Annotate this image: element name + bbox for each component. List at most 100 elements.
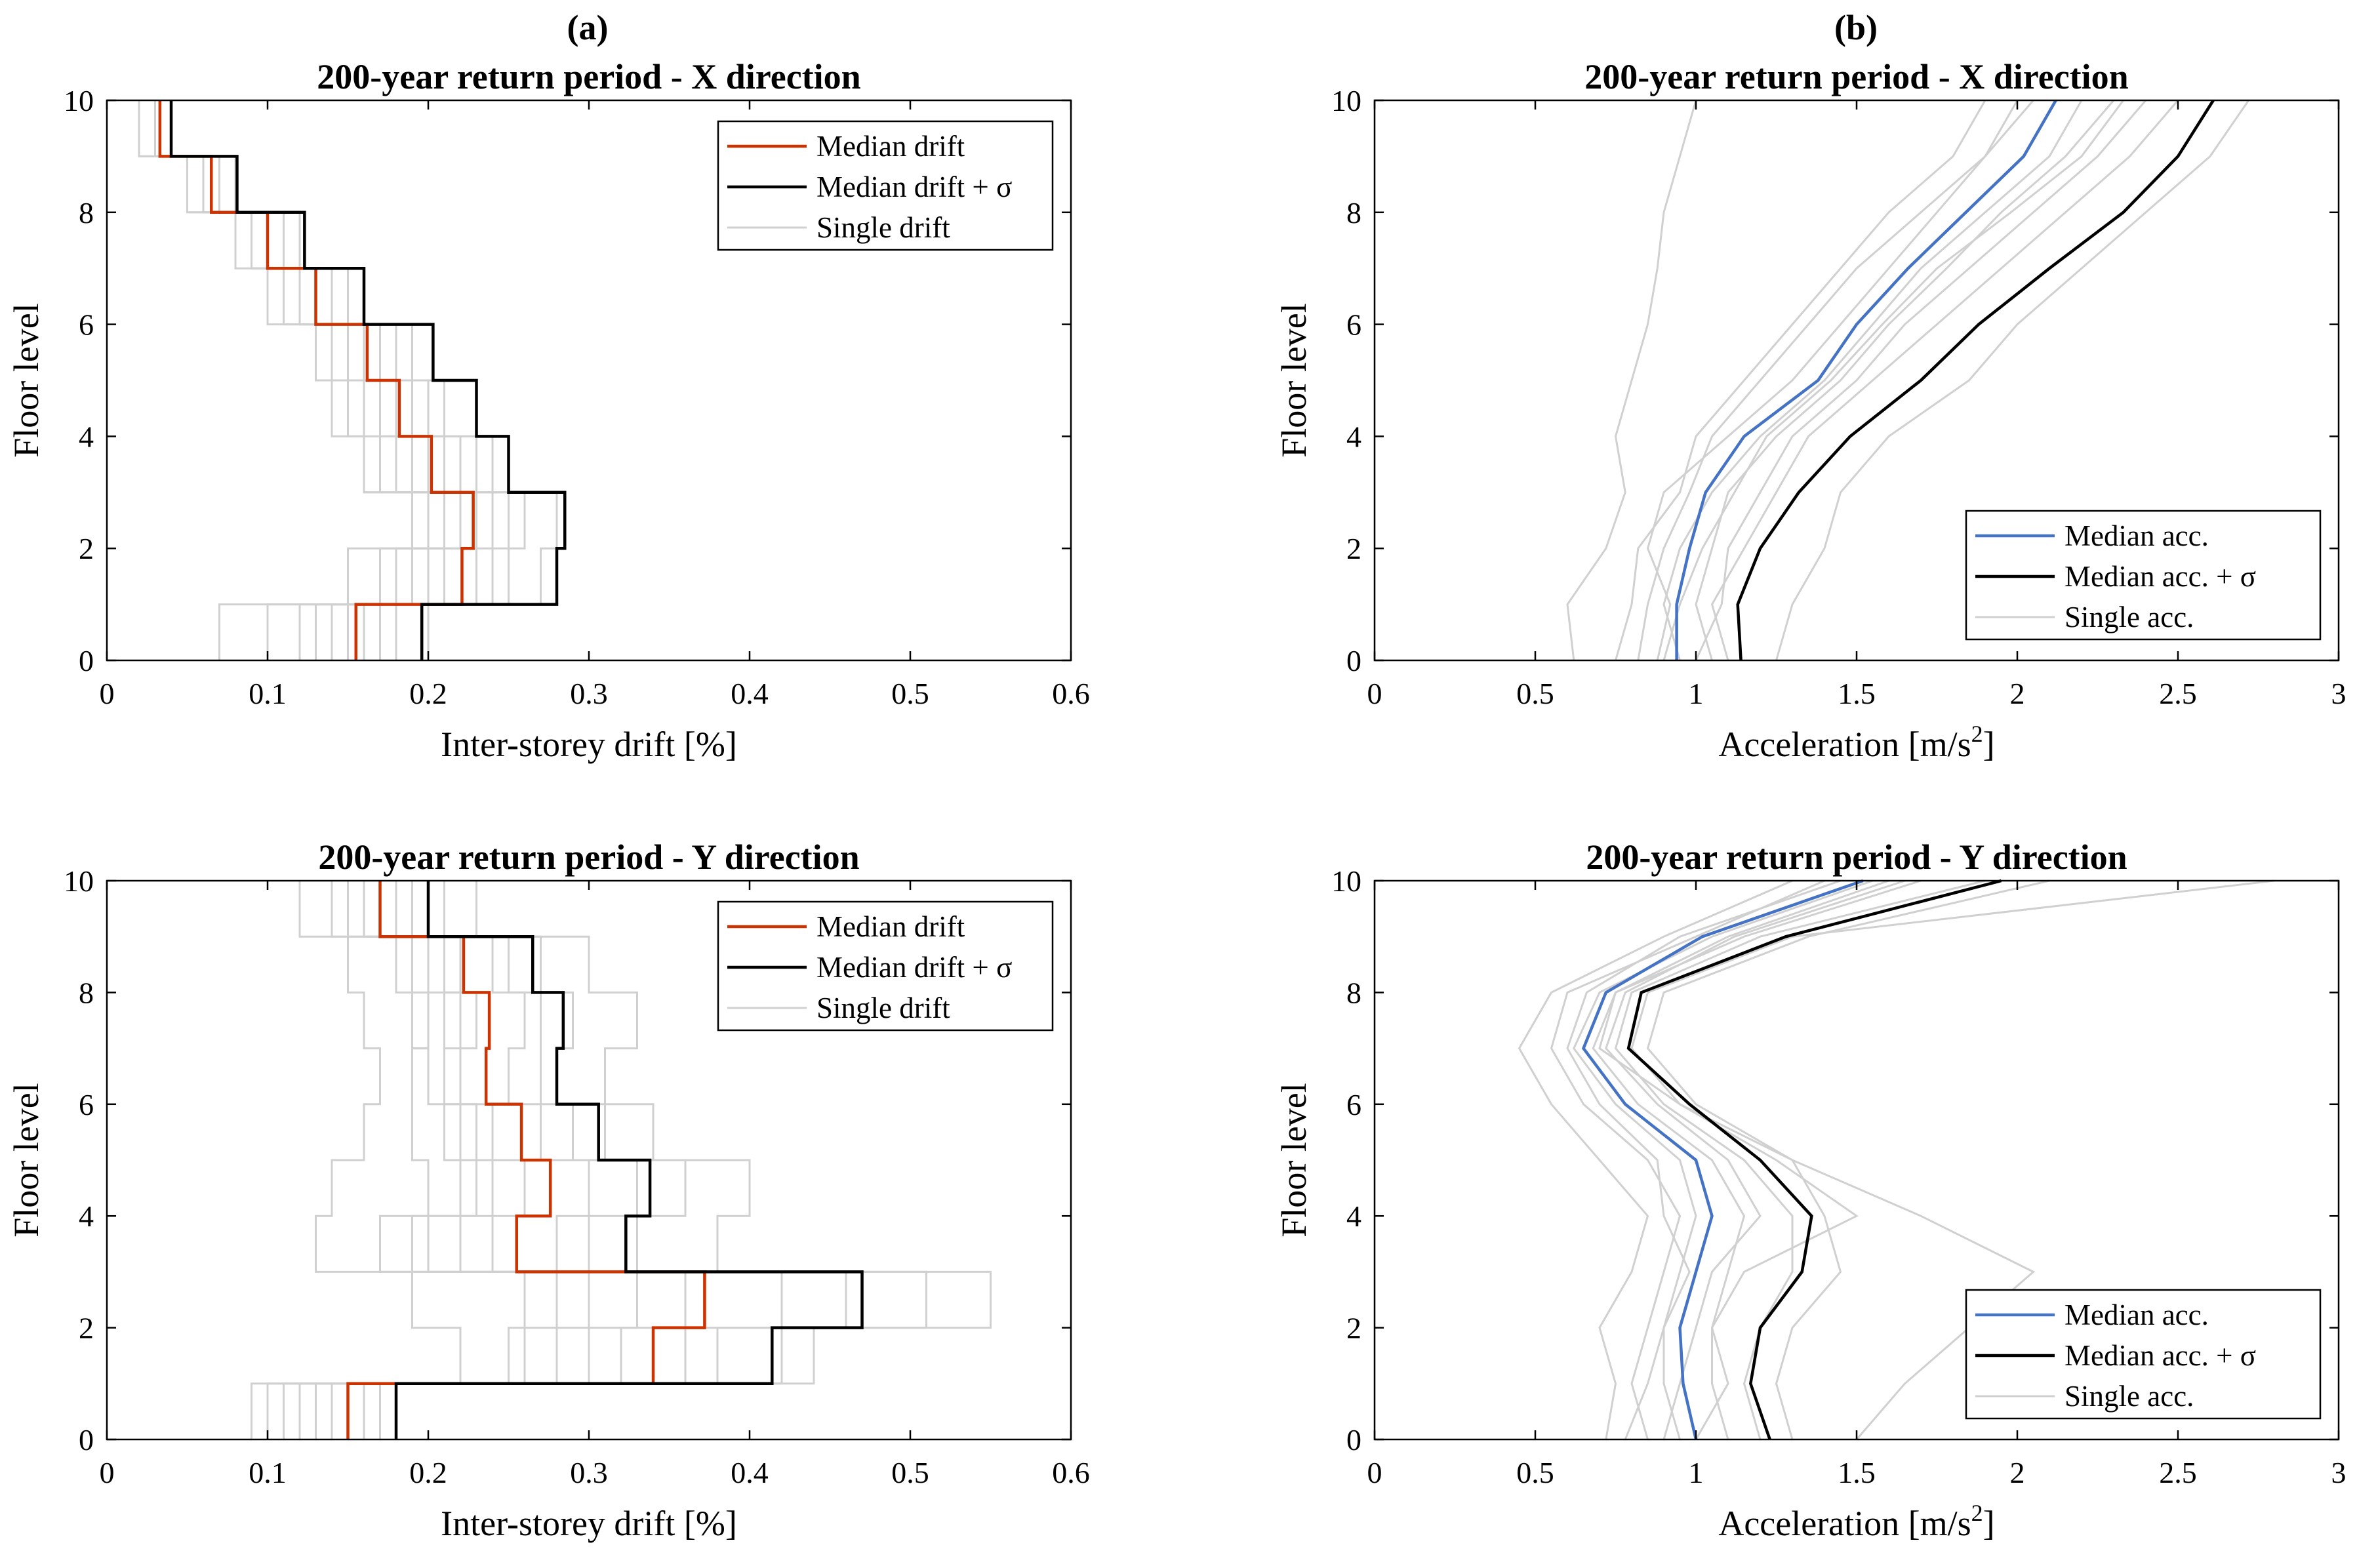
- y-tick-label: 0: [79, 1423, 94, 1457]
- x-tick-label: 0.2: [409, 1456, 447, 1489]
- x-tick-label: 2: [2010, 677, 2025, 710]
- legend: Median drift Median drift + σ Single drift: [717, 120, 1054, 251]
- y-axis-label: Floor level: [1274, 303, 1314, 457]
- x-axis-label: Inter-storey drift [%]: [441, 1504, 737, 1543]
- single-run-line-9: [1592, 879, 1889, 1440]
- x-tick-label: 0: [1367, 1456, 1382, 1489]
- legend-entry-label: Median drift + σ: [816, 171, 1012, 203]
- x-tick-label: 2.5: [2159, 1456, 2197, 1489]
- x-tick-label: 3: [2331, 677, 2347, 710]
- legend-entry-label: Median drift: [816, 130, 965, 163]
- panel-label-a: (a): [567, 8, 609, 47]
- legend-entry-label: Median drift: [816, 910, 965, 943]
- x-tick-label: 0: [1367, 677, 1382, 710]
- single-run-line-2: [298, 881, 590, 1439]
- single-run-line-8: [1646, 879, 2050, 1440]
- series-line-median-plus-sigma: [169, 100, 567, 660]
- x-tick-label: 0.2: [409, 677, 447, 710]
- drift-y-chart: 0 0.1 0.2 0.3 0.4 0.5 0.6 0 2 4 6 8 10 200-year retur…: [7, 837, 1090, 1543]
- panel-label-b: (b): [1834, 8, 1878, 47]
- x-tick-label: 0.4: [731, 1456, 769, 1489]
- chart-title: 200-year return period - Y direction: [318, 837, 859, 877]
- x-tick-label: 0.1: [249, 1456, 287, 1489]
- y-tick-label: 10: [1331, 84, 1361, 117]
- single-run-line-3: [1550, 879, 1825, 1440]
- single-run-line-2: [1637, 100, 2034, 661]
- y-tick-label: 4: [1346, 1199, 1361, 1233]
- y-tick-label: 4: [79, 420, 94, 453]
- y-axis-label: Floor level: [7, 1083, 46, 1237]
- single-run-line-9: [1695, 100, 2147, 661]
- single-run-line-1: [1518, 879, 1793, 1440]
- y-tick-label: 8: [79, 976, 94, 1009]
- y-tick-label: 10: [64, 864, 94, 898]
- y-tick-label: 6: [1346, 308, 1361, 342]
- single-run-line-4: [1614, 879, 1986, 1440]
- legend: Median acc. Median acc. + σ Single acc.: [1965, 1289, 2322, 1420]
- x-tick-label: 1: [1689, 677, 1704, 710]
- single-run-line-6: [266, 881, 526, 1439]
- x-tick-label: 2.5: [2159, 677, 2197, 710]
- y-tick-label: 0: [1346, 644, 1361, 677]
- x-tick-label: 3: [2331, 1456, 2347, 1489]
- legend-entry-label: Median acc.: [2065, 1298, 2209, 1331]
- legend-entry-label: Median drift + σ: [816, 951, 1012, 984]
- series-line-median-plus-sigma: [394, 881, 864, 1439]
- single-run-line-10: [283, 881, 558, 1439]
- single-run-line-7: [1566, 879, 1841, 1440]
- single-run-line-10: [1605, 879, 1905, 1440]
- legend-entry-label: Median acc. + σ: [2065, 560, 2256, 593]
- y-tick-label: 2: [79, 1312, 94, 1345]
- y-tick-label: 10: [64, 84, 94, 117]
- y-tick-label: 6: [79, 308, 94, 342]
- legend-entry-label: Single drift: [816, 211, 950, 244]
- acceleration-x-chart: 0 0.5 1 1.5 2 2.5 3 0 2 4 6 8 10 200-year return peri…: [1274, 57, 2347, 764]
- single-run-line-1: [251, 881, 462, 1439]
- single-run-line-5: [1775, 100, 2250, 661]
- x-tick-label: 0.5: [891, 677, 929, 710]
- x-axis-label: Acceleration [m/s2]: [1718, 721, 1994, 764]
- x-tick-label: 2: [2010, 1456, 2025, 1489]
- single-run-line-6: [1646, 100, 2019, 661]
- single-run-line-6: [138, 100, 413, 660]
- series-line-median-plus-sigma: [1736, 99, 2215, 661]
- single-run-line-8: [315, 881, 638, 1439]
- single-run-line-10: [1662, 100, 2124, 661]
- chart-title: 200-year return period - X direction: [317, 57, 860, 96]
- single-run-line-6: [1598, 879, 1922, 1440]
- x-tick-label: 0: [100, 1456, 115, 1489]
- x-tick-label: 0.3: [570, 677, 608, 710]
- x-tick-label: 1.5: [1838, 1456, 1876, 1489]
- y-tick-label: 2: [1346, 1312, 1361, 1345]
- x-tick-label: 0.6: [1052, 1456, 1090, 1489]
- series-line-median: [346, 881, 706, 1439]
- chart-title: 200-year return period - X direction: [1584, 57, 2128, 96]
- y-tick-label: 6: [79, 1088, 94, 1121]
- y-tick-label: 0: [79, 644, 94, 677]
- y-tick-label: 6: [1346, 1088, 1361, 1121]
- drift-x-chart: 0 0.1 0.2 0.3 0.4 0.5 0.6 0 2 4 6 8 10 200-year retur…: [7, 57, 1090, 764]
- y-tick-label: 2: [1346, 532, 1361, 565]
- y-tick-label: 0: [1346, 1423, 1361, 1457]
- y-tick-label: 10: [1331, 864, 1361, 898]
- y-tick-label: 2: [79, 532, 94, 565]
- legend: Median acc. Median acc. + σ Single acc.: [1965, 510, 2322, 641]
- y-tick-label: 4: [79, 1199, 94, 1233]
- x-tick-label: 0.1: [249, 677, 287, 710]
- x-tick-label: 1.5: [1838, 677, 1876, 710]
- legend-entry-label: Single acc.: [2065, 1380, 2194, 1413]
- single-run-line-3: [1695, 100, 2115, 661]
- x-tick-label: 0.5: [1516, 1456, 1554, 1489]
- single-run-line-4: [1662, 100, 2083, 661]
- legend-entry-label: Single drift: [816, 992, 950, 1024]
- x-tick-label: 1: [1689, 1456, 1704, 1489]
- single-run-line-7: [1710, 100, 2179, 661]
- single-run-line-8: [1615, 100, 1986, 661]
- y-tick-label: 4: [1346, 420, 1361, 453]
- x-tick-label: 0.4: [731, 677, 769, 710]
- legend-entry-label: Single acc.: [2065, 601, 2194, 633]
- series-line-median: [158, 100, 475, 660]
- x-tick-label: 0.3: [570, 1456, 608, 1489]
- acceleration-y-chart: 0 0.5 1 1.5 2 2.5 3 0 2 4 6 8 10 200-year return peri…: [1274, 837, 2347, 1543]
